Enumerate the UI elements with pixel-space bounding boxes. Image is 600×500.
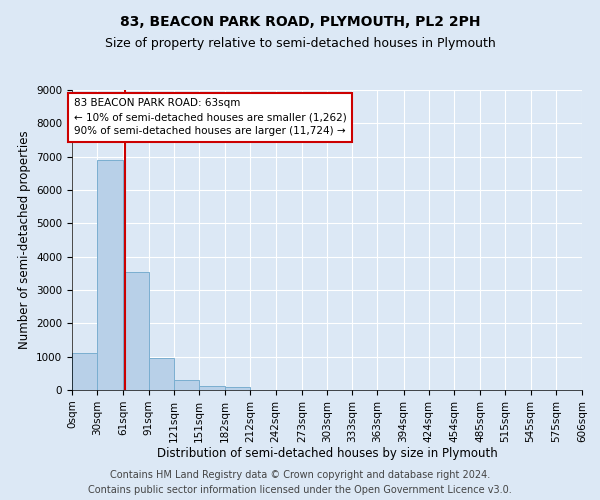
X-axis label: Distribution of semi-detached houses by size in Plymouth: Distribution of semi-detached houses by … [157, 448, 497, 460]
Text: Size of property relative to semi-detached houses in Plymouth: Size of property relative to semi-detach… [104, 38, 496, 51]
Bar [174, 380, 199, 390]
Bar [225, 388, 250, 390]
Bar [149, 358, 174, 390]
Y-axis label: Number of semi-detached properties: Number of semi-detached properties [17, 130, 31, 350]
Bar [72, 354, 97, 390]
Bar [199, 386, 225, 390]
Text: Contains public sector information licensed under the Open Government Licence v3: Contains public sector information licen… [88, 485, 512, 495]
Bar [97, 160, 124, 390]
Bar [124, 272, 149, 390]
Text: 83 BEACON PARK ROAD: 63sqm
← 10% of semi-detached houses are smaller (1,262)
90%: 83 BEACON PARK ROAD: 63sqm ← 10% of semi… [74, 98, 346, 136]
Text: Contains HM Land Registry data © Crown copyright and database right 2024.: Contains HM Land Registry data © Crown c… [110, 470, 490, 480]
Text: 83, BEACON PARK ROAD, PLYMOUTH, PL2 2PH: 83, BEACON PARK ROAD, PLYMOUTH, PL2 2PH [120, 15, 480, 29]
